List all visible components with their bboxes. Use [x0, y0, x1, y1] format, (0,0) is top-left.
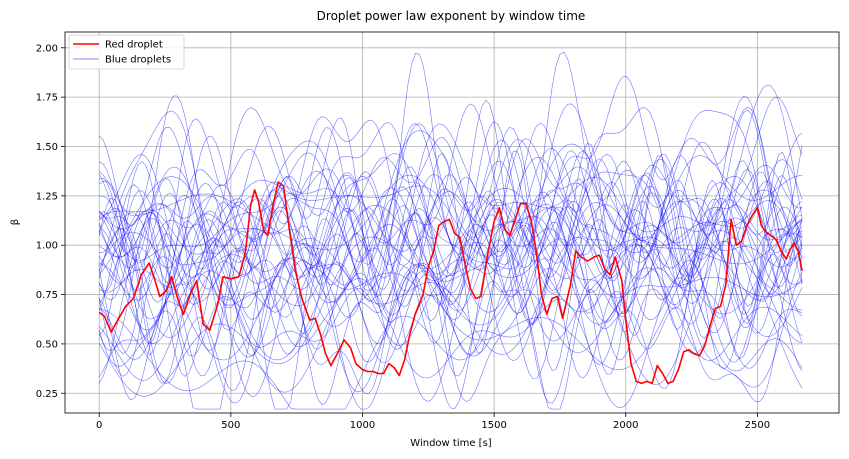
blue-droplet-line — [98, 215, 803, 410]
blue-droplet-line — [98, 121, 803, 311]
x-tick-label: 0 — [96, 420, 102, 431]
blue-droplet-line — [99, 176, 803, 402]
blue-droplet-line — [98, 177, 803, 384]
plot-frame — [64, 31, 840, 414]
blue-droplet-line — [99, 172, 803, 325]
x-tick-label: 500 — [221, 420, 240, 431]
blue-droplet-line — [98, 187, 803, 397]
x-tick-label: 2500 — [745, 420, 770, 431]
blue-droplet-line — [98, 150, 803, 371]
legend: Red droplet Blue droplets — [68, 34, 185, 70]
y-tick-label: 0.50 — [36, 339, 58, 350]
blue-droplet-line — [98, 179, 803, 379]
blue-droplet-line — [98, 160, 803, 339]
blue-droplet-line — [99, 185, 803, 388]
blue-droplet-line — [98, 182, 803, 367]
red-droplet-line — [98, 181, 803, 385]
y-axis-label: β — [10, 219, 21, 225]
blue-droplet-line — [98, 142, 803, 356]
blue-droplet-line — [98, 150, 803, 372]
y-tick-label: 1.00 — [36, 241, 58, 252]
legend-blue-label: Blue droplets — [105, 55, 171, 66]
y-tick-label: 0.25 — [36, 389, 58, 400]
blue-droplet-line — [98, 179, 803, 361]
blue-droplet-line — [98, 156, 803, 348]
y-tick-label: 1.75 — [36, 93, 58, 104]
y-axis-ticks: 0.25 0.50 0.75 1.00 1.25 1.50 1.75 2.00 — [36, 43, 65, 400]
y-tick-label: 1.50 — [36, 142, 58, 153]
blue-droplet-line — [98, 158, 803, 355]
legend-red-label: Red droplet — [105, 40, 163, 51]
blue-droplet-line — [99, 109, 803, 345]
blue-droplet-line — [99, 155, 803, 313]
y-tick-label: 0.75 — [36, 290, 58, 301]
chart-title: Droplet power law exponent by window tim… — [317, 9, 586, 23]
blue-droplet-line — [99, 192, 803, 404]
x-tick-label: 2000 — [613, 420, 638, 431]
y-tick-label: 2.00 — [36, 43, 58, 54]
blue-droplet-line — [98, 206, 803, 409]
blue-droplet-line — [98, 176, 803, 389]
red-droplet-line-group — [98, 181, 803, 385]
blue-droplet-line — [98, 103, 803, 309]
blue-droplet-line — [98, 122, 803, 328]
blue-droplet-line — [99, 139, 803, 278]
blue-droplet-line — [98, 171, 803, 405]
blue-droplet-line — [99, 96, 803, 277]
y-tick-label: 1.25 — [36, 191, 58, 202]
blue-droplet-line — [98, 130, 803, 272]
blue-droplet-line — [99, 143, 803, 313]
blue-droplet-line — [99, 198, 803, 410]
x-axis-label: Window time [s] — [410, 438, 491, 449]
x-axis-ticks: 0 500 1000 1500 2000 2500 — [96, 413, 770, 431]
x-tick-label: 1000 — [350, 420, 375, 431]
x-tick-label: 1500 — [481, 420, 506, 431]
blue-droplet-lines — [98, 51, 803, 410]
